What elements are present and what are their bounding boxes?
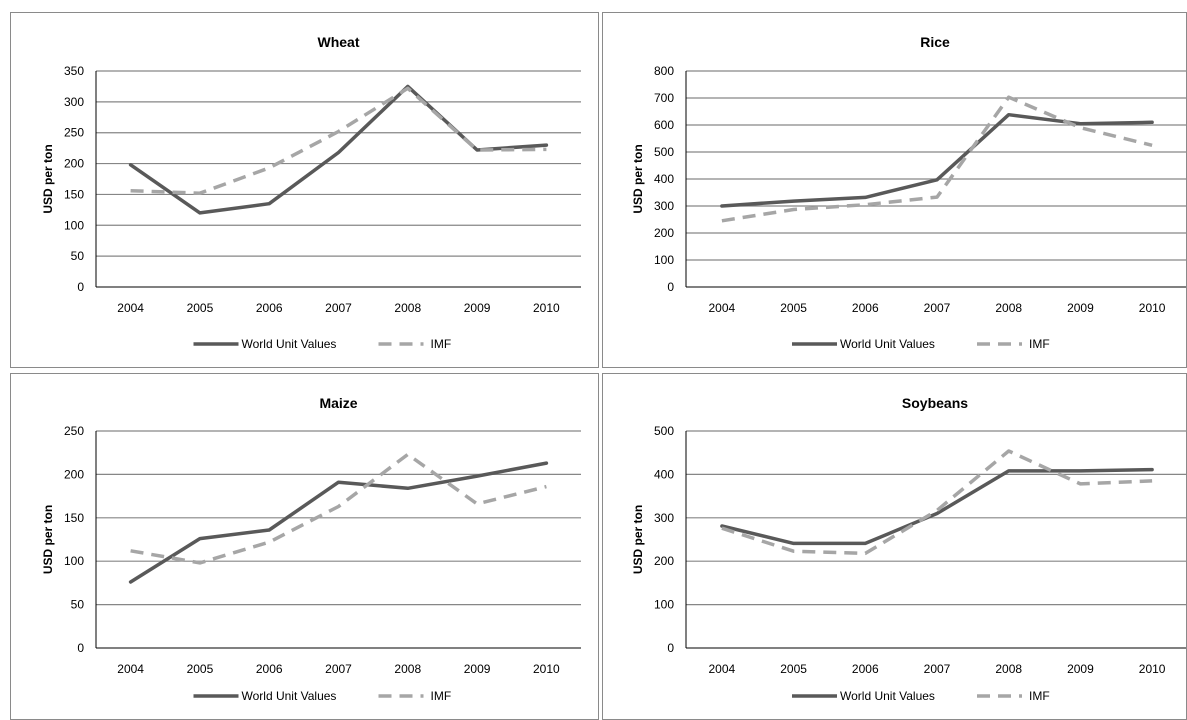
y-tick-label: 500 [654,424,674,438]
series-line-world-unit-values [128,461,549,584]
legend-label-world-unit-values: World Unit Values [242,689,337,703]
x-tick-label: 2009 [464,662,491,676]
y-axis-label: USD per ton [631,505,645,574]
y-axis-label: USD per ton [631,144,645,213]
y-tick-label: 0 [77,280,84,294]
y-tick-label: 250 [64,424,84,438]
x-tick-label: 2005 [187,662,214,676]
series-line-imf [130,86,547,195]
x-tick-label: 2009 [464,301,491,315]
chart-title: Soybeans [902,395,968,411]
x-tick-label: 2008 [995,662,1022,676]
legend-label-world-unit-values: World Unit Values [840,689,935,703]
series-line-world-unit-values [720,467,1154,546]
chart-svg: Soybeans 0 100 200 300 400 500 2004 2005 2006 2007… [631,395,1186,703]
chart-title: Rice [920,34,950,50]
y-tick-label: 150 [64,511,84,525]
chart-panel-wheat: Wheat 0 50 100 150 200 250 300 350 2004 2005 2006 20… [10,12,599,368]
legend-label-world-unit-values: World Unit Values [242,337,337,351]
x-tick-label: 2010 [533,662,560,676]
y-axis-label: USD per ton [41,144,55,213]
y-tick-label: 300 [654,199,674,213]
x-tick-label: 2004 [117,301,144,315]
x-tick-label: 2007 [924,662,951,676]
y-tick-label: 600 [654,118,674,132]
x-tick-label: 2005 [187,301,214,315]
chart-panel-soybeans: Soybeans 0 100 200 300 400 500 2004 2005 2006 2007… [602,373,1187,720]
series-line-world-unit-values [720,112,1154,208]
series-line-imf [721,95,1153,223]
x-tick-label: 2005 [780,301,807,315]
chart-svg: Rice 0 100 200 300 400 500 600 700 800 2004 2005 200… [631,34,1186,351]
y-tick-label: 200 [654,226,674,240]
legend-label-imf: IMF [431,337,452,351]
x-tick-label: 2004 [117,662,144,676]
x-tick-label: 2009 [1067,662,1094,676]
y-tick-label: 800 [654,64,674,78]
x-tick-label: 2006 [852,662,879,676]
y-tick-label: 100 [64,554,84,568]
legend-label-world-unit-values: World Unit Values [840,337,935,351]
x-tick-label: 2008 [394,301,421,315]
y-tick-label: 700 [654,91,674,105]
y-tick-label: 300 [64,95,84,109]
x-tick-label: 2010 [533,301,560,315]
y-tick-label: 50 [71,249,85,263]
y-tick-label: 0 [667,280,674,294]
series-line-world-unit-values [128,84,549,215]
x-tick-label: 2007 [325,662,352,676]
y-tick-label: 0 [77,641,84,655]
y-tick-label: 500 [654,145,674,159]
x-tick-label: 2004 [709,662,736,676]
y-tick-label: 100 [654,253,674,267]
y-tick-label: 200 [654,554,674,568]
chart-svg: Wheat 0 50 100 150 200 250 300 350 2004 2005 2006 20… [41,34,581,351]
y-tick-label: 50 [71,598,85,612]
chart-panel-maize: Maize 0 50 100 150 200 250 2004 2005 2006 2007 2008… [10,373,599,720]
y-tick-label: 400 [654,467,674,481]
x-tick-label: 2007 [325,301,352,315]
y-tick-label: 150 [64,187,84,201]
y-tick-label: 100 [654,598,674,612]
y-tick-label: 250 [64,126,84,140]
x-tick-label: 2008 [394,662,421,676]
y-tick-label: 400 [654,172,674,186]
y-tick-label: 300 [654,511,674,525]
x-tick-label: 2006 [256,662,283,676]
series-line-imf [130,452,547,565]
legend-label-imf: IMF [1029,689,1050,703]
series-line-imf [721,449,1153,556]
x-tick-label: 2010 [1139,662,1166,676]
x-tick-label: 2004 [709,301,736,315]
y-tick-label: 200 [64,157,84,171]
y-tick-label: 350 [64,64,84,78]
chart-title: Maize [319,395,357,411]
x-tick-label: 2010 [1139,301,1166,315]
x-tick-label: 2009 [1067,301,1094,315]
y-tick-label: 100 [64,218,84,232]
y-axis-label: USD per ton [41,505,55,574]
x-tick-label: 2005 [780,662,807,676]
chart-panel-rice: Rice 0 100 200 300 400 500 600 700 800 2004 2005 200… [602,12,1187,368]
x-tick-label: 2006 [852,301,879,315]
x-tick-label: 2008 [995,301,1022,315]
x-tick-label: 2007 [924,301,951,315]
legend-label-imf: IMF [1029,337,1050,351]
chart-svg: Maize 0 50 100 150 200 250 2004 2005 2006 2007 2008… [41,395,581,703]
x-tick-label: 2006 [256,301,283,315]
y-tick-label: 0 [667,641,674,655]
y-tick-label: 200 [64,467,84,481]
legend-label-imf: IMF [431,689,452,703]
chart-title: Wheat [318,34,360,50]
